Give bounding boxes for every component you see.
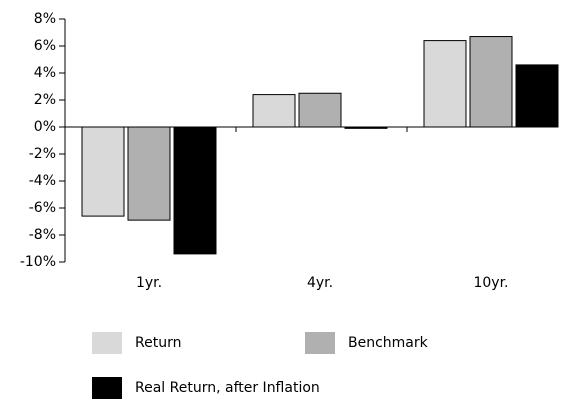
legend-label: Real Return, after Inflation <box>135 380 320 396</box>
x-tick-label: 1yr. <box>136 275 162 291</box>
legend-label: Return <box>135 335 181 351</box>
bar <box>298 92 342 128</box>
y-tick-label: 0% <box>34 119 56 135</box>
y-tick-label: -4% <box>29 173 56 189</box>
bar <box>423 40 467 128</box>
legend-swatch <box>92 332 122 354</box>
y-tick-label: 8% <box>34 11 56 27</box>
bar <box>469 36 513 128</box>
bar <box>515 64 559 128</box>
bar <box>81 126 125 217</box>
bar <box>252 94 296 128</box>
y-tick-label: 6% <box>34 38 56 54</box>
legend-label: Benchmark <box>348 335 429 351</box>
x-tick-label: 10yr. <box>473 275 508 291</box>
bar <box>173 126 217 255</box>
legend-swatch <box>305 332 335 354</box>
y-tick-label: -2% <box>29 146 56 162</box>
y-tick-label: 2% <box>34 92 56 108</box>
y-tick-label: -6% <box>29 200 56 216</box>
y-tick-label: 4% <box>34 65 56 81</box>
bar <box>127 126 171 221</box>
y-tick-label: -8% <box>29 227 56 243</box>
x-tick-label: 4yr. <box>307 275 333 291</box>
y-tick-label: -10% <box>20 254 56 270</box>
legend-swatch <box>92 377 122 399</box>
